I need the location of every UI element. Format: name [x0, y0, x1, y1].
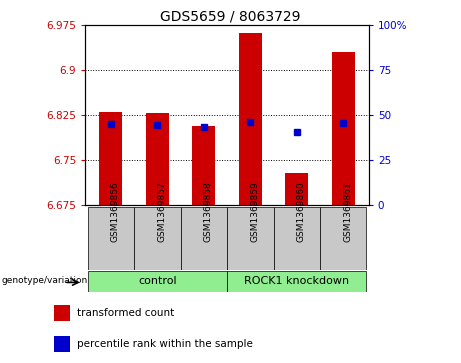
Text: ROCK1 knockdown: ROCK1 knockdown [244, 276, 349, 286]
Bar [146, 113, 169, 205]
Bar [192, 126, 215, 205]
Text: GSM1369859: GSM1369859 [250, 182, 259, 242]
Text: GSM1369858: GSM1369858 [204, 182, 213, 242]
Bar [285, 174, 308, 205]
Bar [134, 207, 181, 270]
Text: control: control [138, 276, 177, 286]
Bar [273, 207, 320, 270]
Text: GDS5659 / 8063729: GDS5659 / 8063729 [160, 9, 301, 23]
Bar [227, 271, 366, 292]
Bar [320, 207, 366, 270]
Bar [181, 207, 227, 270]
Text: percentile rank within the sample: percentile rank within the sample [77, 339, 254, 349]
Bar [331, 52, 355, 205]
Bar [88, 207, 134, 270]
Text: GSM1369857: GSM1369857 [157, 182, 166, 242]
Bar [227, 207, 273, 270]
Bar [88, 271, 227, 292]
Text: GSM1369861: GSM1369861 [343, 182, 352, 242]
Text: genotype/variation: genotype/variation [2, 276, 88, 285]
Bar [239, 33, 262, 205]
Text: GSM1369860: GSM1369860 [297, 182, 306, 242]
Bar [54, 305, 70, 321]
Text: GSM1369856: GSM1369856 [111, 182, 120, 242]
Text: transformed count: transformed count [77, 308, 175, 318]
Bar [99, 112, 123, 205]
Bar [54, 336, 70, 352]
